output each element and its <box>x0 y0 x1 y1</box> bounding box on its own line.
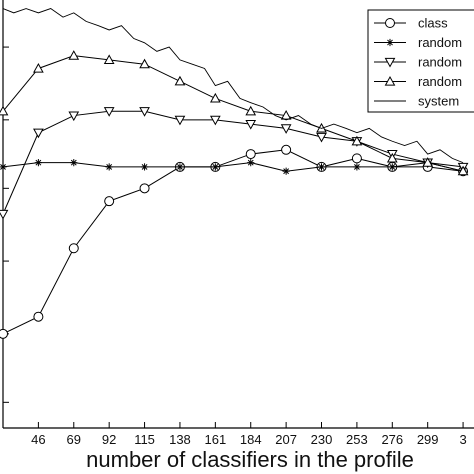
point-0-1 <box>33 311 44 322</box>
point-2-3 <box>103 107 115 117</box>
point-3-13 <box>457 165 469 176</box>
legend-label-3: random <box>418 74 462 89</box>
point-0-8 <box>281 144 292 155</box>
point-3-8 <box>280 110 292 120</box>
point-0-7 <box>245 149 256 160</box>
legend-label-0: class <box>418 16 448 31</box>
x-tick-label-92: 92 <box>102 432 116 447</box>
series-line-4 <box>2 8 464 164</box>
x-tick-label-230: 230 <box>311 432 333 447</box>
legend-marker-1 <box>386 38 394 47</box>
point-1-8 <box>282 167 290 175</box>
point-2-2 <box>68 111 80 122</box>
legend-marker-3 <box>384 75 396 86</box>
point-1-0 <box>0 163 7 171</box>
point-2-8 <box>280 124 292 134</box>
x-tick-label-161: 161 <box>204 432 226 447</box>
point-2-6 <box>209 115 221 126</box>
legend-box <box>367 9 474 113</box>
legend-label-1: random <box>418 35 462 50</box>
x-tick-label-46: 46 <box>31 432 45 447</box>
series-line-3 <box>2 55 464 172</box>
x-tick-label-184: 184 <box>240 432 262 447</box>
x-tick-label-276: 276 <box>381 432 403 447</box>
point-1-2 <box>70 159 78 167</box>
point-3-2 <box>68 50 80 60</box>
point-2-1 <box>33 128 44 139</box>
x-tick-label-69: 69 <box>67 432 81 447</box>
x-tick-label-299: 299 <box>417 432 439 447</box>
point-2-5 <box>174 115 186 126</box>
point-3-7 <box>245 105 257 116</box>
series-3-random <box>0 50 469 176</box>
series-line-1 <box>2 162 464 172</box>
point-3-10 <box>351 135 363 146</box>
point-3-4 <box>139 58 150 69</box>
point-2-4 <box>139 107 150 117</box>
point-3-11 <box>386 152 398 163</box>
point-1-3 <box>105 163 113 171</box>
point-3-5 <box>174 75 186 86</box>
x-tick-label-253: 253 <box>346 432 368 447</box>
point-3-1 <box>33 62 44 73</box>
x-tick-label-3: 3 <box>459 432 466 447</box>
series-line-2 <box>2 110 464 215</box>
point-1-10 <box>353 163 361 171</box>
point-2-9 <box>316 132 327 143</box>
x-tick-label-138: 138 <box>169 432 191 447</box>
point-0-2 <box>68 243 79 254</box>
legend-label-2: random <box>418 55 462 70</box>
point-1-6 <box>211 163 219 171</box>
point-1-7 <box>247 159 255 167</box>
x-tick-labels: 46 69 92 115 138 161 184 207 230 253 276 299 3 <box>31 422 467 447</box>
series-2-random <box>0 107 469 220</box>
legend: class random random random system <box>367 9 474 113</box>
series-4-system <box>2 8 464 164</box>
point-1-5 <box>176 163 184 171</box>
legend-marker-0 <box>385 18 395 28</box>
series-line-0 <box>2 149 464 335</box>
point-3-6 <box>209 92 221 103</box>
point-1-11 <box>388 163 396 171</box>
x-axis-label: number of classifiers in the profile <box>86 447 414 472</box>
point-0-0 <box>0 328 8 339</box>
x-tick-label-115: 115 <box>134 432 155 447</box>
series-0-class <box>0 144 469 339</box>
point-2-7 <box>245 120 257 130</box>
point-3-3 <box>103 54 115 65</box>
point-0-4 <box>139 183 150 194</box>
series-group <box>0 8 469 339</box>
point-3-0 <box>0 105 9 116</box>
point-2-0 <box>0 209 9 220</box>
x-tick-label-207: 207 <box>275 432 297 447</box>
point-1-4 <box>140 163 149 171</box>
point-3-12 <box>422 157 434 167</box>
legend-marker-2 <box>384 57 396 68</box>
point-1-1 <box>34 159 42 167</box>
point-0-3 <box>104 196 115 207</box>
point-1-9 <box>317 163 326 171</box>
legend-label-4: system <box>418 94 459 109</box>
point-0-10 <box>351 153 362 164</box>
